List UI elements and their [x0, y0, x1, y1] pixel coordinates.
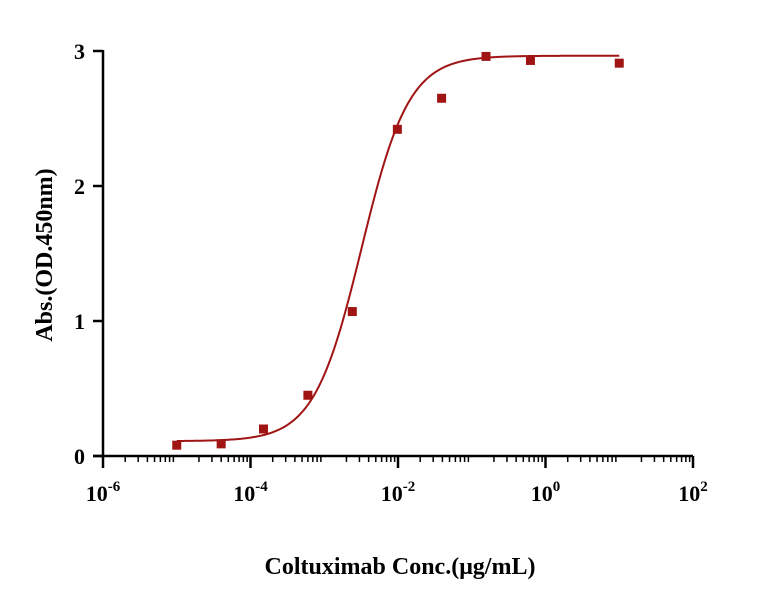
axes: 0 1 2 3 10-6 10-4 10-2 100 102	[74, 39, 708, 506]
data-point	[614, 58, 624, 68]
x-tick-label: 10-2	[381, 479, 416, 506]
fit-curve	[176, 54, 620, 442]
data-points-layer	[172, 51, 624, 450]
y-tick-label: 0	[74, 444, 85, 469]
x-tick-label: 102	[678, 479, 708, 506]
fit-curve-layer	[176, 54, 620, 442]
data-point	[216, 439, 226, 449]
data-point	[172, 440, 182, 450]
data-point	[437, 93, 447, 103]
x-axis-title: Coltuximab Conc.(μg/mL)	[265, 554, 536, 580]
y-axis-title: Abs.(OD.450nm)	[32, 168, 58, 341]
data-point	[347, 307, 357, 317]
data-point	[392, 124, 402, 134]
data-point	[525, 55, 535, 65]
x-tick-label: 100	[531, 479, 561, 506]
data-point	[481, 51, 491, 61]
data-point	[303, 390, 313, 400]
y-tick-label: 2	[74, 174, 85, 199]
x-tick-label: 10-6	[86, 479, 121, 506]
y-tick-label: 1	[74, 309, 85, 334]
y-tick-label: 3	[74, 39, 85, 64]
data-point	[258, 424, 268, 434]
x-tick-label: 10-4	[233, 479, 268, 506]
